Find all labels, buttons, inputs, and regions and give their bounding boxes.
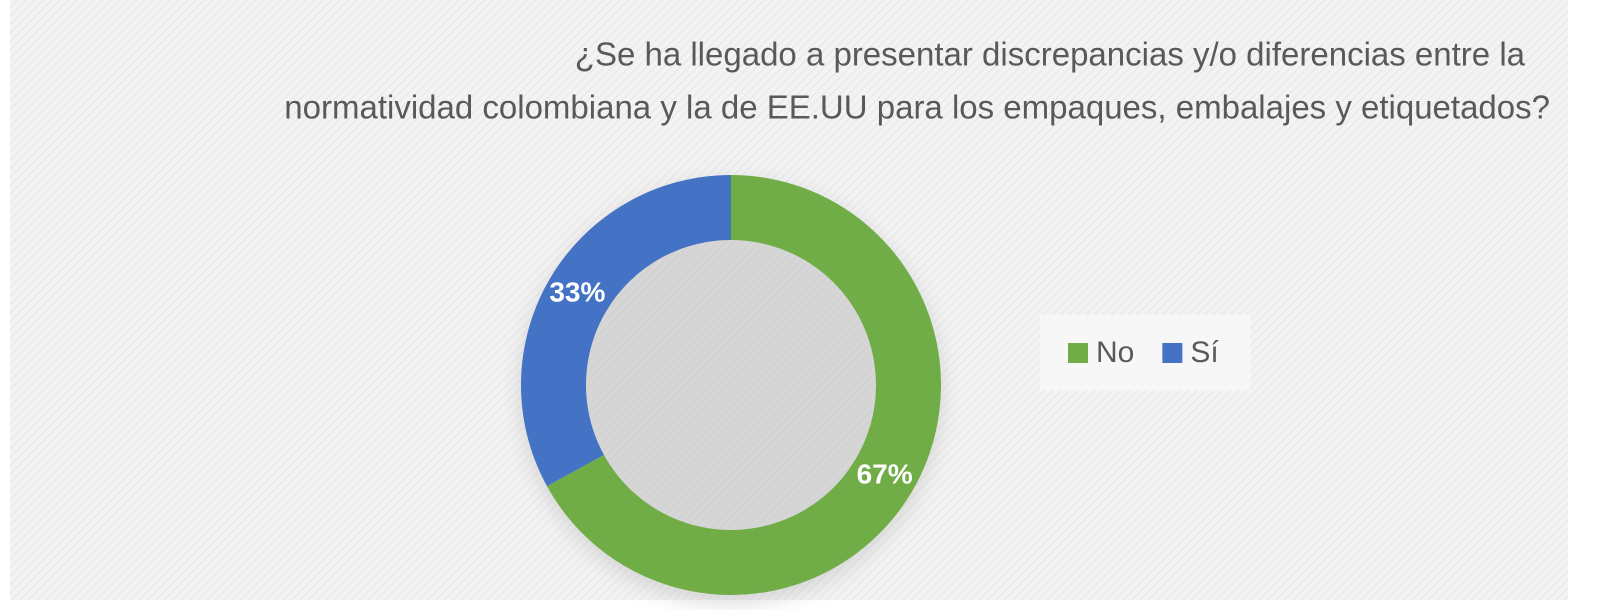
legend-label: Sí xyxy=(1190,336,1219,369)
data-label: 33% xyxy=(549,277,605,308)
legend-swatch xyxy=(1162,343,1183,363)
donut-slice xyxy=(546,175,942,595)
legend-swatch xyxy=(1068,343,1088,363)
data-label: 67% xyxy=(857,458,913,489)
legend-label: No xyxy=(1096,336,1134,369)
chart-title-line: ¿Se ha llegado a presentar discrepancias… xyxy=(575,36,1526,73)
donut-slice xyxy=(521,175,731,487)
chart-title-line: normatividad colombiana y la de EE.UU pa… xyxy=(284,89,1550,126)
